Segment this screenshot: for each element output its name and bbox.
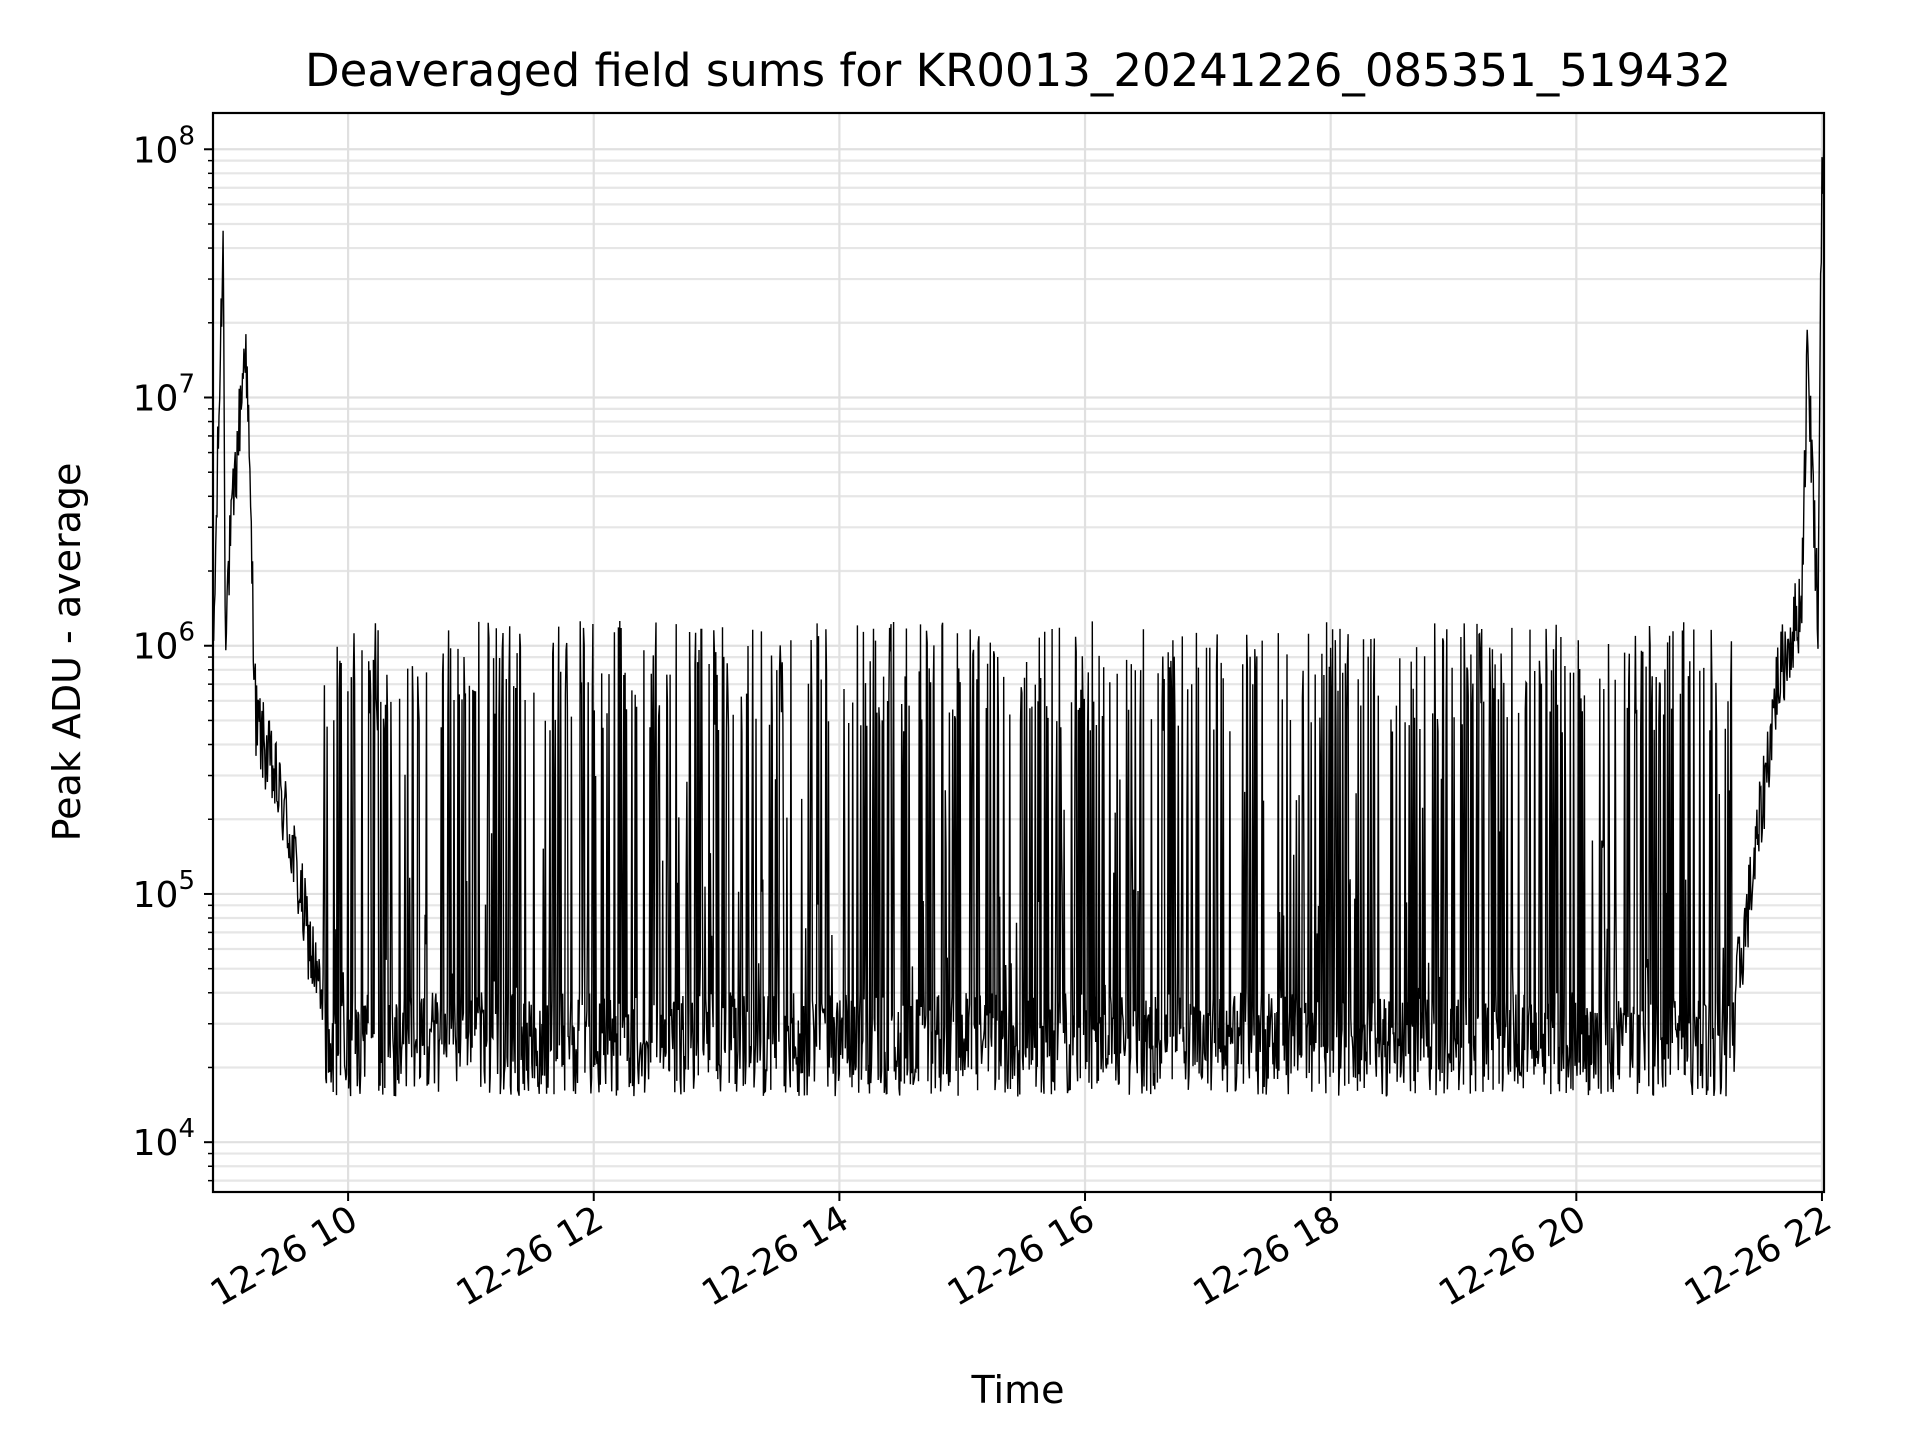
y-axis-ticks: 104 105 106 107 108 (133, 121, 213, 1182)
chart-title: Deaveraged field sums for KR0013_2024122… (305, 44, 1731, 97)
series-group (213, 135, 1824, 1097)
y-tick-label: 106 (133, 618, 195, 668)
y-tick-label: 104 (133, 1114, 195, 1164)
plot-frame (211, 111, 1826, 1194)
x-axis-label: Time (971, 1368, 1065, 1412)
y-tick-label: 107 (133, 370, 195, 420)
y-tick-label: 105 (133, 866, 195, 916)
y-axis-label: Peak ADU - average (45, 463, 89, 842)
series-line (213, 135, 1824, 1097)
plot-area (213, 135, 1824, 1097)
y-tick-label: 108 (133, 121, 195, 171)
